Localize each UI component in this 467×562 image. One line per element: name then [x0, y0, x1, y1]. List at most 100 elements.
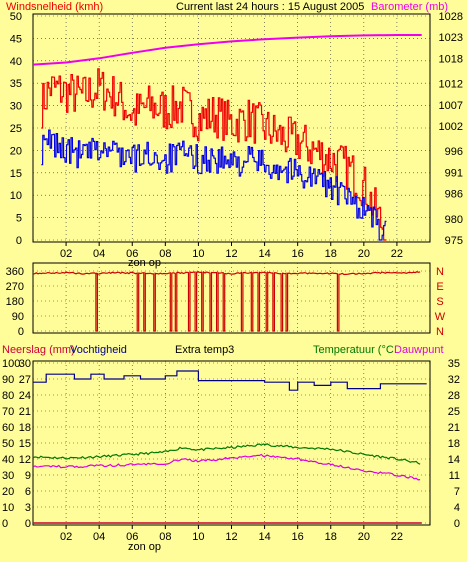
wind-tick-label: 30 [10, 101, 22, 113]
extra-temp-tick-label: 9 [25, 470, 31, 482]
temperature-tick-label: 35 [448, 358, 460, 370]
extra-temp-tick-label: 24 [19, 390, 31, 402]
temperature-tick-label: 14 [448, 454, 460, 466]
direction-tick-label: 270 [6, 281, 24, 293]
barometer-tick-label: 1012 [439, 79, 463, 91]
humidity-tick-label: 40 [2, 454, 14, 466]
direction-series-line [32, 270, 421, 332]
barometer-tick-label: 1028 [439, 11, 463, 23]
direction-y-tick-labels: 0 90 180 270 360 [6, 266, 24, 338]
temperature-tick-label: 11 [449, 470, 460, 482]
x-tick-label: 10 [192, 531, 204, 543]
barometer-series-line [32, 34, 422, 66]
dewpoint-series-line [32, 453, 421, 481]
humidity-tick-label: 80 [2, 390, 14, 402]
x-tick-label: 06 [126, 531, 138, 543]
humidity-axis-title: Vochtigheid [70, 344, 127, 356]
wind-tick-label: 40 [10, 56, 22, 68]
x-tick-label: 18 [325, 531, 337, 543]
x-tick-label: 06 [126, 248, 138, 260]
x-tick-label: 12 [225, 248, 237, 260]
x-tick-label: 20 [358, 248, 370, 260]
humidity-tick-label: 0 [2, 518, 8, 530]
temperature-tick-label: 0 [454, 518, 460, 530]
wind-tick-label: 20 [10, 145, 22, 157]
compass-tick-label: W [435, 311, 446, 323]
sunrise-label-bottom: zon op [128, 541, 161, 553]
wind-plot-grid [33, 14, 430, 246]
gust-series-line [41, 68, 387, 241]
compass-tick-label: E [436, 281, 443, 293]
barometer-tick-label: 1018 [439, 53, 463, 65]
wind-tick-label: 45 [10, 33, 22, 45]
temp-plot-grid [33, 361, 430, 529]
direction-tick-label: 180 [6, 296, 24, 308]
x-tick-label: 04 [93, 248, 105, 260]
rain-y-tick-labels: 0 10 20 30 40 50 60 70 80 90 100 [2, 358, 20, 530]
barometer-axis-title: Barometer (mb) [371, 1, 448, 13]
wind-y-tick-labels: 0 5 10 15 20 25 30 35 40 45 50 [10, 11, 22, 247]
extra-temp-tick-label: 30 [19, 358, 31, 370]
x-tick-label: 16 [292, 531, 304, 543]
barometer-tick-label: 996 [445, 146, 463, 158]
x-tick-label: 08 [159, 531, 171, 543]
barometer-tick-label: 986 [445, 189, 463, 201]
barometer-tick-label: 1023 [439, 32, 463, 44]
wind-tick-label: 0 [16, 235, 22, 247]
extra-temp-tick-label: 18 [19, 422, 31, 434]
barometer-tick-label: 975 [445, 235, 463, 247]
dewpoint-axis-title: Dauwpunt [394, 344, 444, 356]
wind-tick-label: 50 [10, 11, 22, 23]
direction-tick-label: 360 [6, 266, 24, 278]
extra-temp-y-tick-labels: 0 3 6 9 12 15 18 21 24 27 30 [19, 358, 31, 530]
temperature-tick-label: 28 [448, 390, 460, 402]
humidity-tick-label: 100 [2, 358, 20, 370]
wind-x-tick-labels: 02 04 06 08 10 12 14 16 18 20 22 [60, 248, 403, 260]
humidity-series-line [33, 370, 427, 391]
compass-tick-label: S [436, 296, 443, 308]
temperature-tick-label: 32 [448, 374, 460, 386]
temperature-tick-label: 7 [454, 486, 460, 498]
x-tick-label: 14 [258, 248, 270, 260]
extra-temp-tick-label: 27 [19, 374, 31, 386]
temperature-tick-label: 25 [448, 406, 460, 418]
x-tick-label: 16 [292, 248, 304, 260]
temperature-tick-label: 21 [448, 422, 460, 434]
chart-title: Current last 24 hours : 15 August 2005 [176, 1, 364, 13]
barometer-tick-label: 991 [445, 167, 463, 179]
temperature-series-line [32, 443, 421, 465]
extra-temp-axis-title: Extra temp3 [175, 344, 234, 356]
wind-tick-label: 10 [10, 190, 22, 202]
extra-temp-tick-label: 21 [19, 406, 31, 418]
humidity-tick-label: 60 [2, 422, 14, 434]
temp-x-tick-labels: 02 04 06 08 10 12 14 16 18 20 22 [60, 531, 403, 543]
x-tick-label: 02 [60, 531, 72, 543]
x-tick-label: 02 [60, 248, 72, 260]
humidity-tick-label: 90 [2, 374, 14, 386]
direction-tick-label: 0 [18, 326, 24, 338]
x-tick-label: 18 [325, 248, 337, 260]
extra-temp-tick-label: 0 [25, 518, 31, 530]
compass-tick-label: N [436, 266, 444, 278]
barometer-tick-label: 1002 [439, 121, 463, 133]
barometer-tick-label: 980 [445, 214, 463, 226]
humidity-tick-label: 50 [2, 438, 14, 450]
x-tick-label: 22 [391, 531, 403, 543]
wind-tick-label: 35 [10, 78, 22, 90]
x-tick-label: 14 [258, 531, 270, 543]
barometer-y-tick-labels: 975 980 986 991 996 1002 1007 1012 1018 1023 1028 [439, 11, 463, 247]
wind-tick-label: 25 [10, 123, 22, 135]
humidity-tick-label: 20 [2, 486, 14, 498]
wind-axis-title: Windsnelheid (kmh) [6, 1, 103, 13]
extra-temp-tick-label: 15 [19, 438, 31, 450]
x-tick-label: 20 [358, 531, 370, 543]
barometer-tick-label: 1007 [439, 100, 463, 112]
compass-tick-label: N [436, 326, 444, 338]
x-tick-label: 10 [192, 248, 204, 260]
extra-temp-tick-label: 6 [25, 486, 31, 498]
